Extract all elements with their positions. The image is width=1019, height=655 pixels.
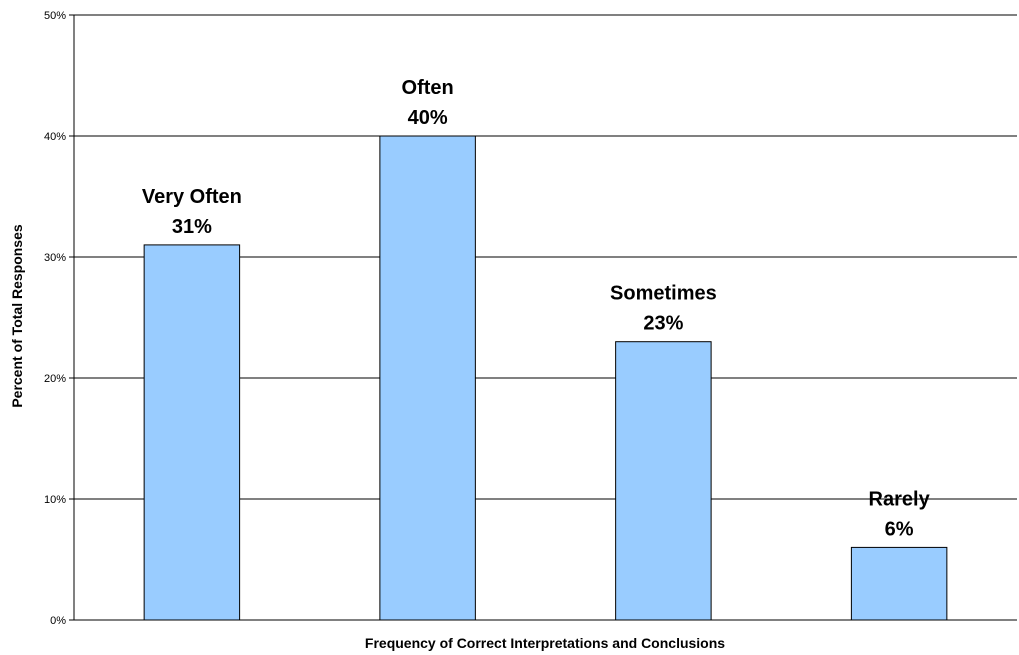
bar-sometimes xyxy=(615,341,712,621)
y-tick-label: 40% xyxy=(44,131,66,143)
bar-category-label: Rarely xyxy=(869,488,931,510)
x-axis-title: Frequency of Correct Interpretations and… xyxy=(365,635,725,651)
y-axis-title: Percent of Total Responses xyxy=(9,224,25,408)
y-tick-label: 10% xyxy=(44,494,66,506)
bar-category-label: Sometimes xyxy=(610,283,717,305)
bar-very-often xyxy=(143,244,241,621)
bars xyxy=(143,135,948,621)
bar-value-label: 23% xyxy=(643,313,683,335)
bar-value-label: 31% xyxy=(172,216,212,238)
bar-category-label: Often xyxy=(402,77,454,99)
y-tick-label: 0% xyxy=(50,615,66,627)
y-tick-label: 20% xyxy=(44,373,66,385)
bar-category-label: Very Often xyxy=(142,186,242,208)
bar-value-label: 6% xyxy=(885,518,914,540)
y-tick-label: 30% xyxy=(44,252,66,264)
data-labels: Very Often 31% Often 40% Sometimes 23% Rarely 6… xyxy=(142,77,931,540)
bar-rarely xyxy=(850,546,948,621)
y-tick-label: 50% xyxy=(44,10,66,22)
y-axis-ticks: 0% 10% 20% 30% 40% 50% xyxy=(44,10,74,627)
bar-value-label: 40% xyxy=(408,107,448,129)
bar-often xyxy=(379,135,476,621)
